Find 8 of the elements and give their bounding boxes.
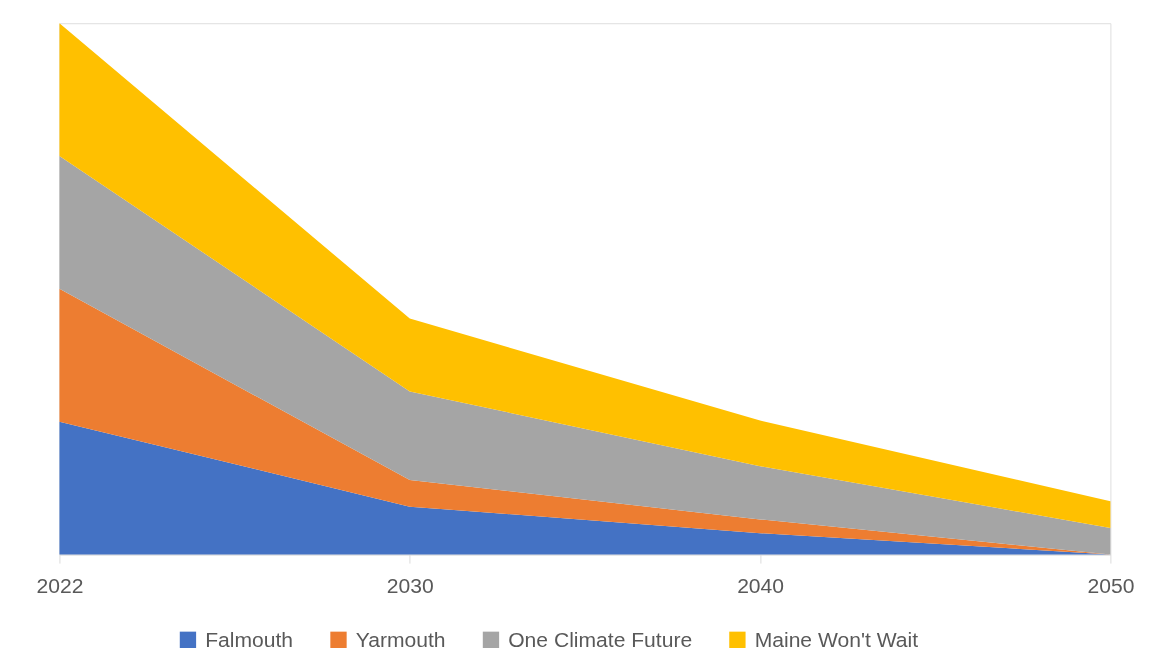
legend-label: Yarmouth — [355, 627, 446, 651]
x-tick-label: 2050 — [1087, 574, 1135, 598]
legend-label: One Climate Future — [508, 627, 693, 651]
legend-label: Maine Won't Wait — [754, 627, 919, 651]
x-tick-label: 2022 — [36, 574, 84, 598]
legend-label: Falmouth — [205, 627, 294, 651]
x-tick-label: 2030 — [386, 574, 434, 598]
x-tick-label: 2040 — [737, 574, 785, 598]
